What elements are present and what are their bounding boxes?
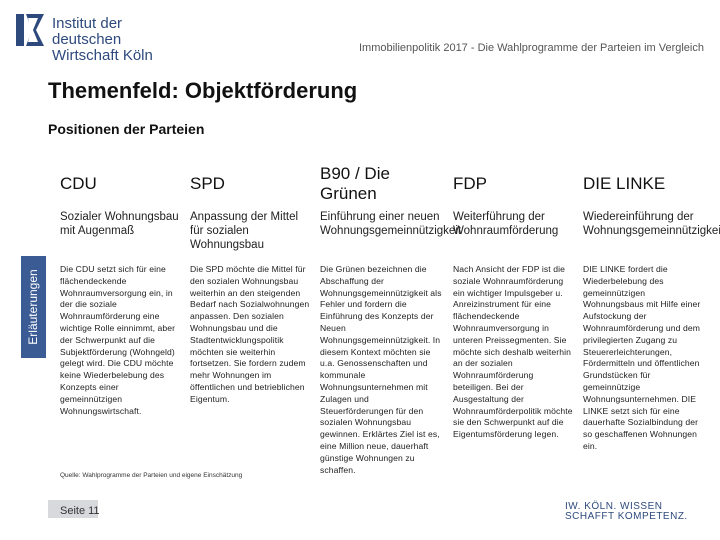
source-note: Quelle: Wahlprogramme der Parteien und e… [60,472,243,479]
party-explanation: DIE LINKE fordert die Wiederbelebung des… [583,264,701,451]
party-explanation: Die SPD möchte die Mittel für den sozial… [190,264,310,404]
party-explanation: Die CDU setzt sich für eine flächendecke… [60,264,176,416]
party-explanation: Nach Ansicht der FDP ist die soziale Woh… [453,264,573,440]
section-title: Positionen der Parteien [48,121,205,137]
footer-brand-line-1: IW. KÖLN. WISSEN [565,501,663,512]
party-position: Einführung einer neuen Wohnungsgemeinnüt… [320,211,462,237]
side-label: Erläuterungen [26,269,40,345]
party-column-cdu: CDU Sozialer Wohnungsbau mit Augenmaß Di… [60,162,182,417]
party-name: FDP [453,174,487,193]
logo-line-2: Wirtschaft Köln [52,47,153,64]
party-name: SPD [190,174,225,193]
party-position: Sozialer Wohnungsbau mit Augenmaß [60,211,179,237]
logo-line-1: Institut der deutschen [52,15,123,48]
party-position: Weiterführung der Wohnraumförderung [453,211,559,237]
footer-brand-line-2: SCHAFFT KOMPETENZ. [565,511,688,522]
slide-number: Seite 11 [60,505,100,517]
party-explanation: Die Grünen bezeichnen die Abschaffung de… [320,264,442,475]
party-position: Anpassung der Mittel für sozialen Wohnun… [190,211,299,251]
footer-brand: IW. KÖLN. WISSEN SCHAFFT KOMPETENZ. [565,501,688,522]
page-title: Themenfeld: Objektförderung [48,78,358,103]
party-column-fdp: FDP Weiterführung der Wohnraumförderung … [453,162,575,441]
party-column-gruene: B90 / Die Grünen Einführung einer neuen … [320,162,462,476]
iw-logo-icon [14,10,46,50]
party-name: DIE LINKE [583,174,666,193]
side-label-bar: Erläuterungen [21,256,46,358]
party-name: CDU [60,174,97,193]
institute-logo: Institut der deutschen Wirtschaft Köln [14,8,184,64]
logo-text: Institut der deutschen Wirtschaft Köln [52,16,184,64]
header-subtitle: Immobilienpolitik 2017 - Die Wahlprogram… [358,42,704,54]
party-position: Wiedereinführung der Wohnungsgemeinnützi… [583,211,720,237]
party-column-linke: DIE LINKE Wiedereinführung der Wohnungsg… [583,162,720,453]
party-name: B90 / Die Grünen [320,164,390,203]
slide-number-bar [48,500,98,518]
party-column-spd: SPD Anpassung der Mittel für sozialen Wo… [190,162,312,406]
